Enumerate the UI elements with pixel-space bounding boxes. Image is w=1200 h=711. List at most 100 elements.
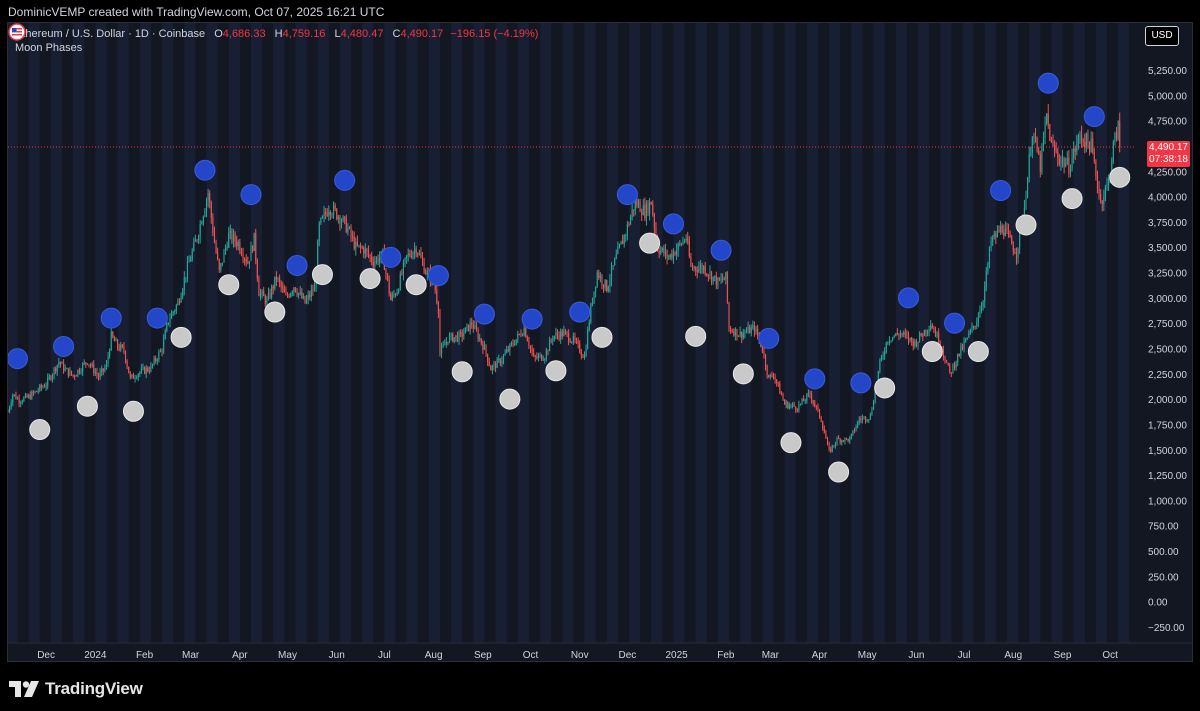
x-tick-label: Jul <box>378 650 391 661</box>
last-price-value: 4,490.17 <box>1149 142 1188 153</box>
candle-body <box>1085 133 1087 148</box>
footer-bar <box>0 663 1200 711</box>
us-flag-icon[interactable] <box>8 23 26 41</box>
candle-body <box>587 329 589 349</box>
candle-body <box>321 216 324 219</box>
candle-body <box>834 443 836 446</box>
candle-body <box>871 409 873 415</box>
candle-body <box>763 351 765 355</box>
week-shade <box>228 23 240 643</box>
candle-body <box>256 259 258 279</box>
week-shade <box>540 23 552 643</box>
candle-body <box>88 364 90 366</box>
candle-body <box>755 328 757 332</box>
candle-body <box>347 227 349 233</box>
candle-body <box>1007 229 1010 235</box>
candle-body <box>522 334 524 336</box>
candle-body <box>355 241 357 249</box>
full-moon-marker <box>874 377 896 399</box>
candle-body <box>155 358 157 361</box>
candle-body <box>622 241 624 244</box>
candle-body <box>699 265 701 269</box>
candle-body <box>707 274 709 276</box>
candle-body <box>1046 113 1048 124</box>
candle-body <box>410 255 412 258</box>
new-moon-marker <box>380 246 402 268</box>
candle-body <box>48 376 50 378</box>
candle-body <box>448 335 451 343</box>
candle-body <box>833 445 835 447</box>
candle-body <box>679 243 681 245</box>
candle-body <box>1071 157 1073 169</box>
candle-body <box>818 409 821 418</box>
last-price-tag: 4,490.17 07:38:18 <box>1147 141 1190 167</box>
candle-body <box>161 350 163 352</box>
candle-body <box>331 214 333 216</box>
candle-body <box>961 346 964 349</box>
candle-body <box>358 244 360 246</box>
candle-body <box>261 291 263 294</box>
candle-body <box>286 294 289 296</box>
candle-body <box>914 341 916 347</box>
full-moon-marker <box>1061 188 1083 210</box>
candle-body <box>690 256 692 267</box>
candle-body <box>1077 135 1079 145</box>
new-moon-marker <box>427 265 449 287</box>
price-chart[interactable]: −250.00 0.00 250.00 500.00 750.00 1,000.00 1,2… <box>8 23 1193 662</box>
candle-body <box>591 302 593 304</box>
candle-body <box>595 286 597 292</box>
new-moon-marker <box>569 301 591 323</box>
candle-body <box>126 361 128 367</box>
candle-body <box>737 335 740 337</box>
candle-body <box>477 330 479 340</box>
candle-body <box>417 253 419 255</box>
y-tick-label: 3,250.00 <box>1148 269 1187 280</box>
chart-frame[interactable]: −250.00 0.00 250.00 500.00 750.00 1,000.00 1,2… <box>7 22 1193 662</box>
candle-body <box>685 238 687 241</box>
indicator-name[interactable]: Moon Phases <box>15 42 83 54</box>
candle-body <box>1087 133 1089 143</box>
candle-body <box>523 328 525 335</box>
candle-body <box>517 333 519 340</box>
candle-body <box>968 332 970 338</box>
candle-body <box>1042 137 1045 147</box>
candle-body <box>603 284 605 288</box>
candle-body <box>367 250 370 256</box>
week-shade <box>1095 23 1108 643</box>
candle-body <box>863 416 865 418</box>
candle-body <box>91 364 93 366</box>
candle-body <box>903 332 905 335</box>
candle-body <box>579 343 581 353</box>
candle-body <box>734 329 736 336</box>
candle-body <box>140 368 142 373</box>
candle-body <box>115 339 117 342</box>
candle-body <box>456 335 459 342</box>
candle-body <box>225 247 227 252</box>
candle-body <box>799 403 802 405</box>
candle-body <box>1108 178 1110 183</box>
candle-body <box>190 259 192 262</box>
currency-button[interactable]: USD <box>1145 26 1179 46</box>
candle-body <box>205 200 208 211</box>
candle-body <box>865 416 867 421</box>
x-tick-label: May <box>858 650 877 661</box>
candle-body <box>437 302 439 313</box>
candle-body <box>826 438 829 443</box>
candle-body <box>909 337 911 341</box>
full-moon-marker <box>732 363 754 385</box>
full-moon-marker <box>359 268 381 290</box>
full-moon-marker <box>828 461 850 483</box>
y-tick-label: 0.00 <box>1148 598 1168 609</box>
candle-body <box>741 331 743 338</box>
candle-body <box>593 291 595 303</box>
tradingview-logo[interactable]: TradingView <box>9 678 143 700</box>
week-shade <box>139 23 151 643</box>
price-axis <box>1134 23 1192 661</box>
candle-body <box>998 229 1000 233</box>
week-shade <box>606 23 618 643</box>
week-shade <box>1073 23 1085 643</box>
candle-body <box>509 344 511 351</box>
candle-body <box>151 364 154 366</box>
candle-body <box>947 362 949 365</box>
candle-body <box>291 291 293 294</box>
